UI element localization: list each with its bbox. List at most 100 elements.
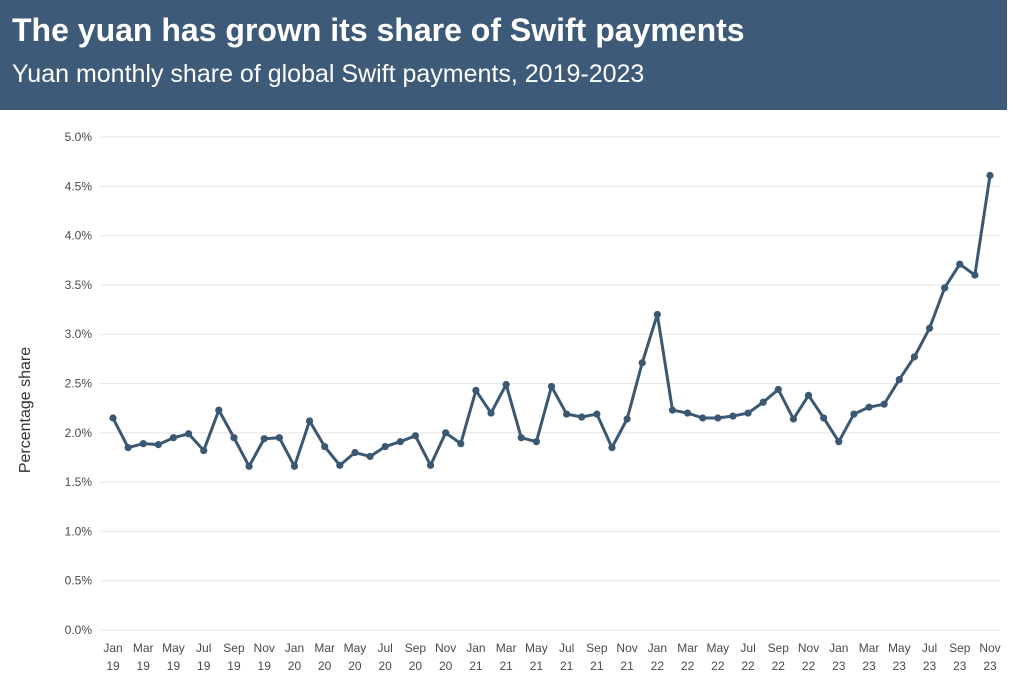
data-point	[109, 414, 117, 422]
x-tick-label-year: 23	[923, 659, 937, 673]
x-tick-label-month: Jul	[740, 641, 755, 655]
data-point	[865, 403, 873, 411]
data-point	[547, 382, 556, 391]
data-point	[411, 432, 420, 440]
data-point	[608, 443, 616, 452]
y-tick-label: 3.0%	[65, 327, 93, 341]
data-point	[305, 417, 314, 425]
x-tick-label-year: 19	[258, 659, 272, 673]
x-tick-label-month: Jul	[378, 641, 393, 655]
data-point	[759, 398, 767, 406]
x-tick-label-month: Sep	[405, 641, 427, 655]
x-tick-label-year: 21	[620, 659, 634, 673]
x-tick-label-year: 20	[348, 659, 362, 673]
x-tick-label-month: Jul	[559, 641, 574, 655]
x-tick-label-year: 19	[106, 659, 120, 673]
x-tick-label-month: Sep	[768, 641, 790, 655]
data-point	[260, 435, 268, 443]
data-point	[638, 359, 646, 367]
x-tick-label-year: 23	[953, 659, 967, 673]
chart-area: 0.0% 0.5% 1.0% 1.5% 2.0% 2.5% 3.0% 3.5% 4.0% 4.5%…	[0, 110, 1013, 693]
data-point	[956, 260, 964, 268]
x-tick-label-year: 20	[409, 659, 423, 673]
x-tick-label-month: Mar	[133, 641, 154, 655]
data-point	[321, 443, 329, 451]
x-tick-label-month: Mar	[859, 641, 880, 655]
data-point	[653, 310, 661, 319]
data-point	[850, 410, 858, 418]
data-point	[245, 462, 253, 470]
data-point	[532, 438, 540, 446]
x-tick-label-month: Nov	[798, 641, 819, 655]
x-tick-label-month: Jan	[103, 641, 122, 655]
data-point	[502, 380, 510, 389]
x-tick-label-month: Sep	[223, 641, 245, 655]
x-tick-label-month: Jul	[922, 641, 937, 655]
data-point	[366, 452, 374, 461]
y-tick-label: 4.0%	[65, 229, 93, 243]
data-point	[290, 462, 299, 470]
data-points	[109, 171, 994, 470]
x-tick-label-year: 22	[802, 659, 816, 673]
data-point	[124, 443, 132, 452]
x-tick-label-month: Jan	[466, 641, 485, 655]
x-tick-label-year: 22	[741, 659, 755, 673]
data-point	[789, 415, 798, 423]
y-axis-label: Percentage share	[17, 347, 34, 473]
y-tick-label: 5.0%	[65, 130, 93, 144]
data-point	[396, 438, 404, 446]
chart-title: The yuan has grown its share of Swift pa…	[12, 12, 745, 48]
x-tick-label-year: 20	[318, 659, 332, 673]
data-point	[593, 410, 601, 418]
x-tick-label-month: Mar	[314, 641, 335, 655]
data-point	[804, 391, 813, 399]
data-point	[200, 446, 208, 455]
x-tick-label-year: 21	[590, 659, 604, 673]
data-point	[578, 413, 586, 421]
data-point	[880, 400, 888, 408]
x-tick-label-year: 20	[378, 659, 392, 673]
x-tick-label-month: May	[344, 641, 367, 655]
x-tick-label-month: Sep	[586, 641, 608, 655]
x-tick-label-year: 19	[167, 659, 181, 673]
data-point	[683, 409, 692, 417]
line-chart: 0.0% 0.5% 1.0% 1.5% 2.0% 2.5% 3.0% 3.5% 4.0% 4.5%…	[17, 130, 1001, 673]
x-tick-label-year: 22	[681, 659, 695, 673]
x-tick-label-month: Mar	[496, 641, 517, 655]
data-point	[925, 324, 934, 332]
data-point	[699, 414, 707, 422]
y-tick-label: 2.5%	[65, 377, 93, 391]
data-point	[744, 409, 752, 417]
data-point	[442, 429, 450, 437]
data-point	[820, 414, 828, 422]
data-point	[215, 406, 223, 414]
x-tick-label-year: 21	[469, 659, 483, 673]
x-tick-label-month: Nov	[979, 641, 1000, 655]
series-line	[111, 175, 992, 468]
data-point	[426, 461, 435, 469]
data-point	[275, 434, 283, 442]
x-tick-label-year: 22	[711, 659, 725, 673]
data-point	[517, 434, 525, 442]
x-tick-label-month: May	[706, 641, 729, 655]
data-point	[668, 406, 677, 414]
x-tick-label-year: 19	[227, 659, 241, 673]
data-point	[774, 385, 782, 394]
y-tick-label: 1.5%	[65, 475, 93, 489]
data-point	[185, 430, 193, 438]
data-point	[729, 412, 737, 420]
y-tick-label: 0.5%	[65, 574, 93, 588]
y-tick-label: 4.5%	[65, 179, 93, 193]
x-tick-label-month: May	[162, 641, 185, 655]
y-tick-label: 2.0%	[65, 426, 93, 440]
data-point	[910, 353, 918, 361]
chart-subtitle: Yuan monthly share of global Swift payme…	[12, 60, 645, 88]
x-tick-label-year: 23	[832, 659, 846, 673]
data-point	[457, 440, 465, 448]
x-tick-label-month: Nov	[435, 641, 456, 655]
data-point	[381, 443, 389, 451]
x-tick-label-month: Sep	[949, 641, 971, 655]
data-point	[230, 434, 238, 442]
x-tick-label-month: Jul	[196, 641, 211, 655]
x-tick-label-year: 22	[651, 659, 665, 673]
